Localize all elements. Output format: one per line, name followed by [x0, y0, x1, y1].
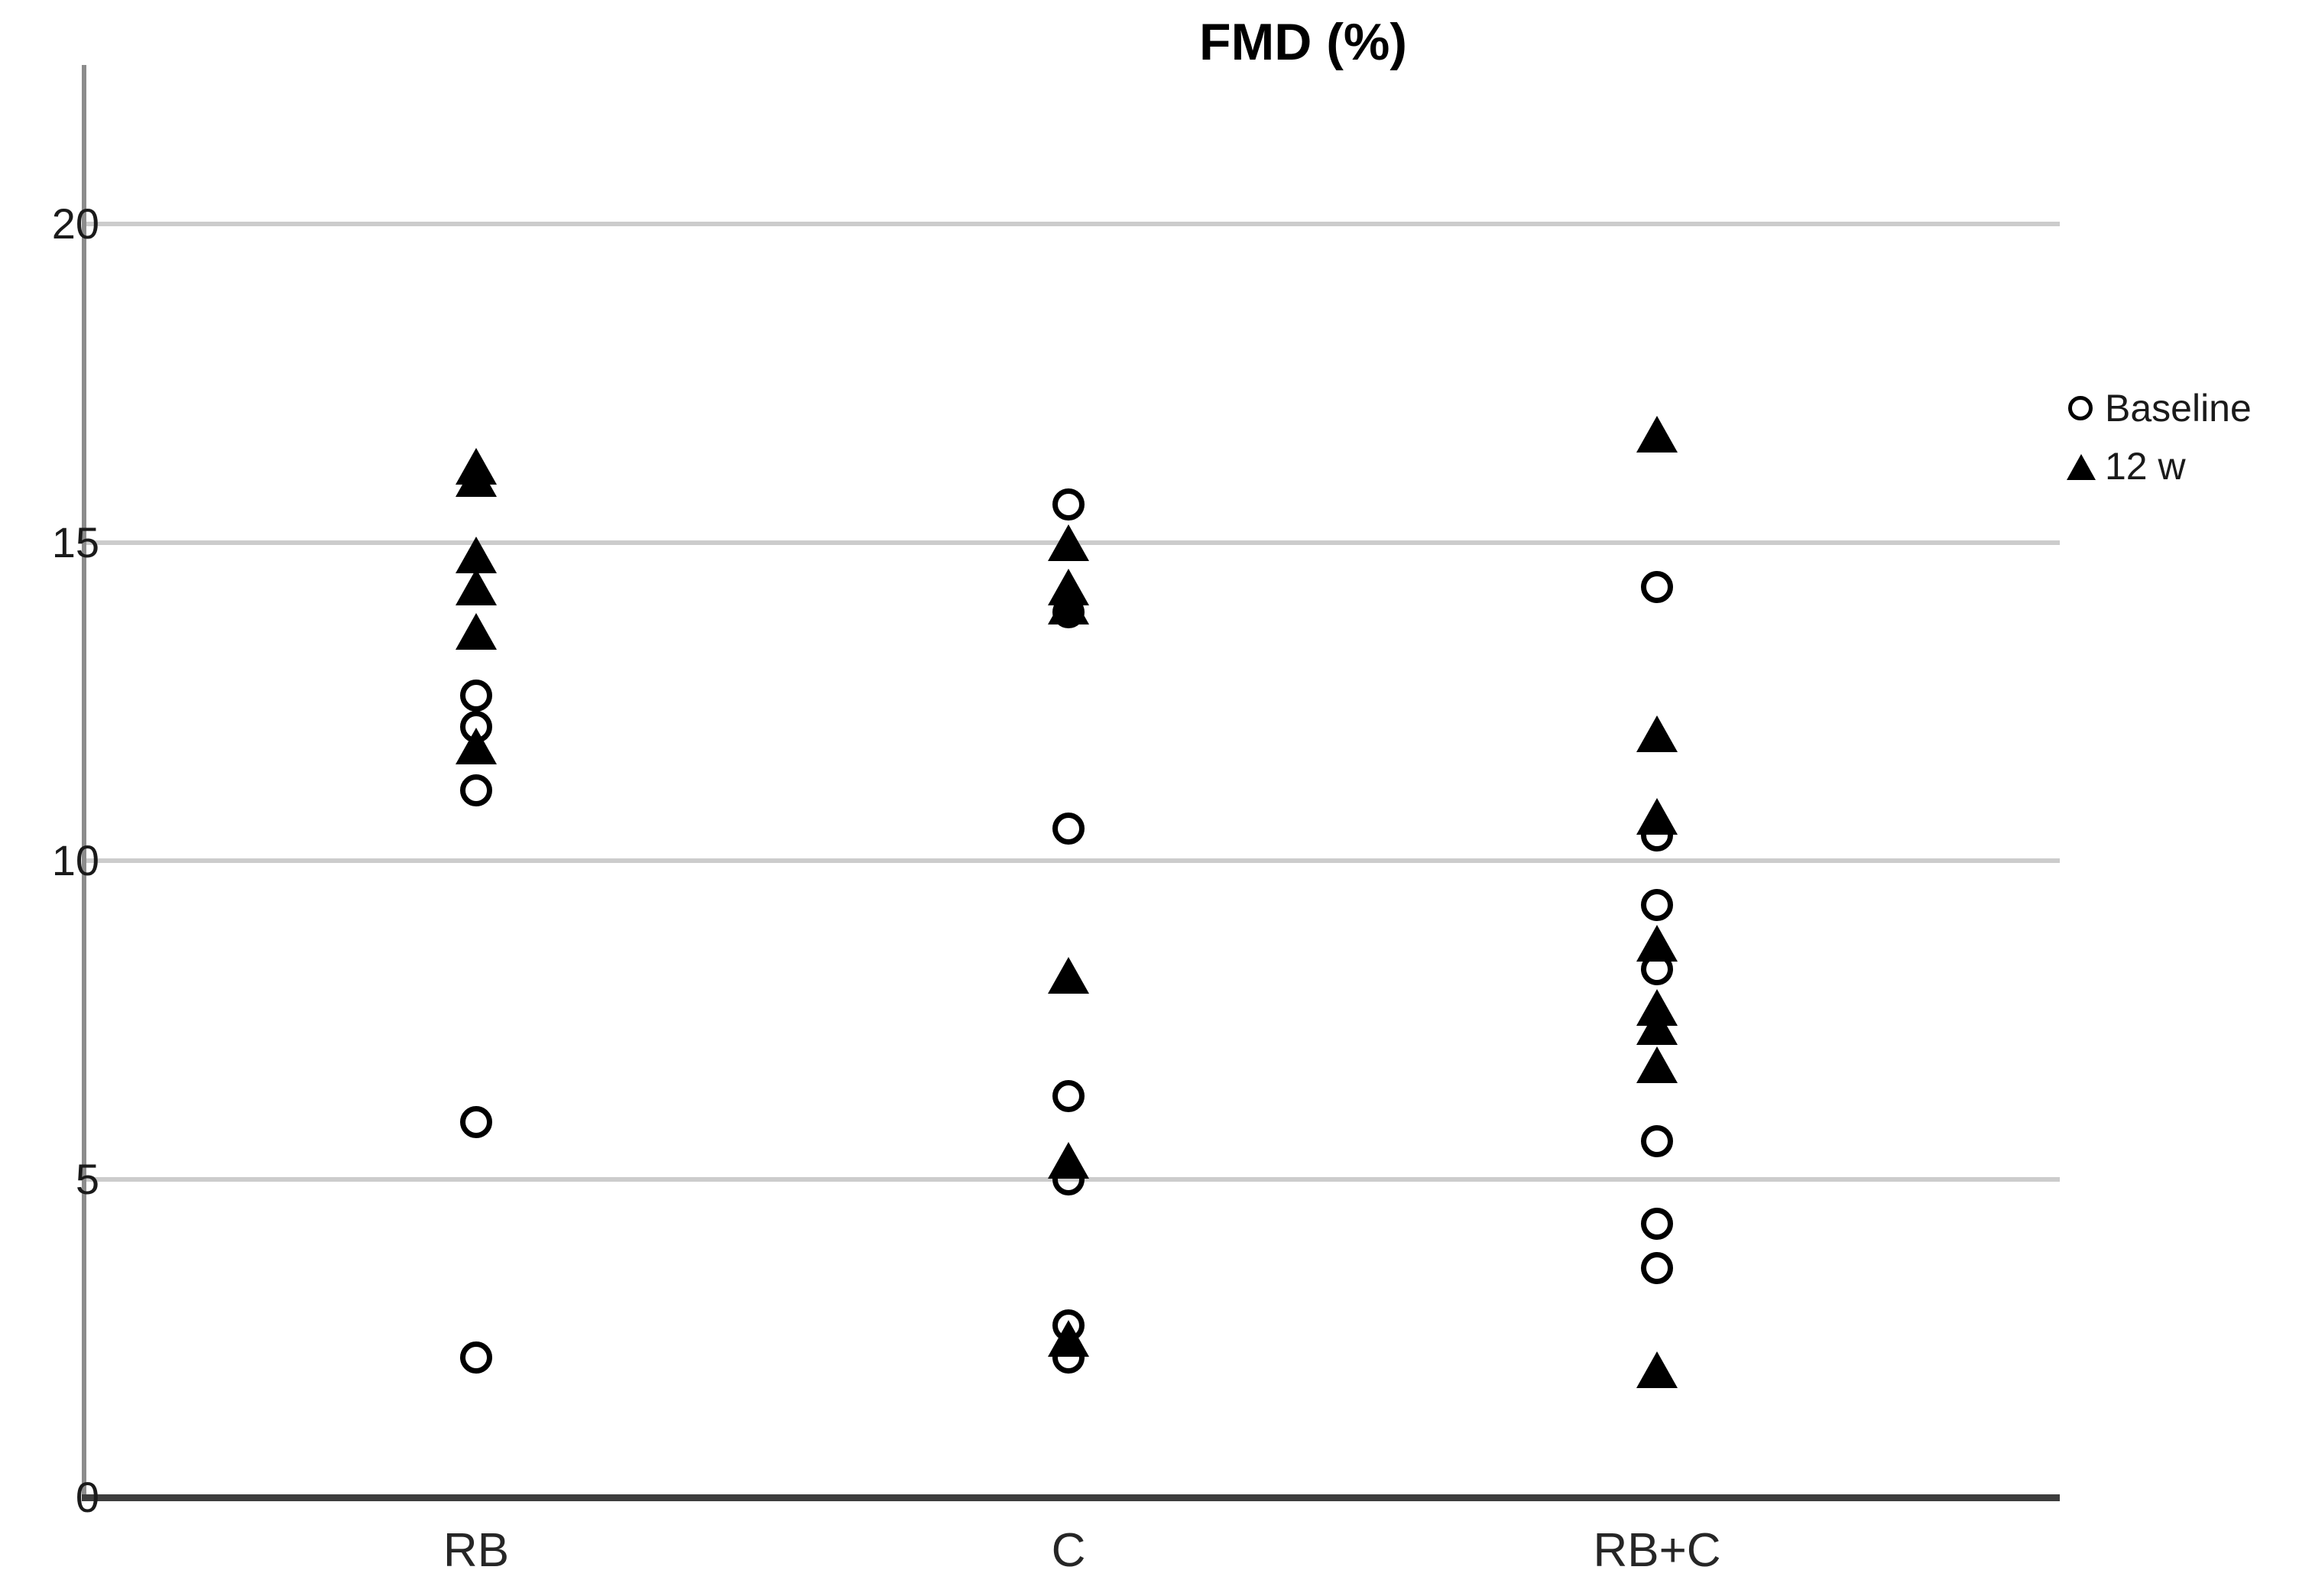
- baseline-point: [460, 1341, 492, 1374]
- gridline-10: [84, 858, 2060, 864]
- baseline-point: [460, 679, 492, 712]
- 12w-point: [1048, 587, 1089, 624]
- 12w-point: [1636, 925, 1678, 962]
- legend-item-baseline: Baseline: [2068, 382, 2297, 437]
- baseline-point: [1641, 1207, 1673, 1240]
- 12w-point: [1048, 524, 1089, 561]
- x-label-rb-plus-c: RB+C: [1593, 1524, 1721, 1577]
- legend-item-12-w: 12 w: [2067, 440, 2297, 495]
- 12w-point: [1048, 957, 1089, 994]
- y-tick-10: 10: [51, 836, 99, 885]
- 12w-point: [456, 568, 497, 605]
- baseline-point: [460, 774, 492, 807]
- legend-triangle-icon: [2067, 454, 2096, 480]
- baseline-point: [1641, 1252, 1673, 1285]
- 12w-point: [456, 613, 497, 650]
- 12w-point: [456, 537, 497, 574]
- 12w-point: [1636, 1351, 1678, 1389]
- 12w-point: [1636, 797, 1678, 835]
- 12w-point: [1636, 416, 1678, 453]
- legend-label: 12 w: [2105, 445, 2186, 488]
- 12w-point: [456, 728, 497, 765]
- baseline-point: [1052, 488, 1085, 521]
- baseline-point: [460, 1105, 492, 1138]
- chart-title: FMD (%): [1199, 13, 1407, 71]
- y-tick-0: 0: [75, 1473, 99, 1521]
- y-axis-line: [82, 65, 86, 1500]
- 12w-point: [1048, 1141, 1089, 1179]
- x-axis-line: [82, 1494, 2060, 1501]
- y-tick-15: 15: [51, 517, 99, 566]
- y-tick-20: 20: [51, 200, 99, 248]
- baseline-point: [1052, 1080, 1085, 1113]
- legend-circle-icon: [2068, 396, 2093, 420]
- x-label-c: C: [1051, 1524, 1086, 1577]
- baseline-point: [1641, 1124, 1673, 1157]
- 12w-point: [1636, 1046, 1678, 1083]
- 12w-point: [456, 460, 497, 498]
- baseline-point: [1052, 813, 1085, 845]
- 12w-point: [1636, 715, 1678, 752]
- gridline-20: [84, 222, 2060, 227]
- baseline-point: [1641, 889, 1673, 922]
- 12w-point: [1048, 1319, 1089, 1357]
- x-label-rb: RB: [443, 1524, 510, 1577]
- 12w-point: [1636, 1007, 1678, 1045]
- baseline-point: [1641, 570, 1673, 603]
- legend-label: Baseline: [2105, 387, 2252, 430]
- y-tick-5: 5: [75, 1154, 99, 1203]
